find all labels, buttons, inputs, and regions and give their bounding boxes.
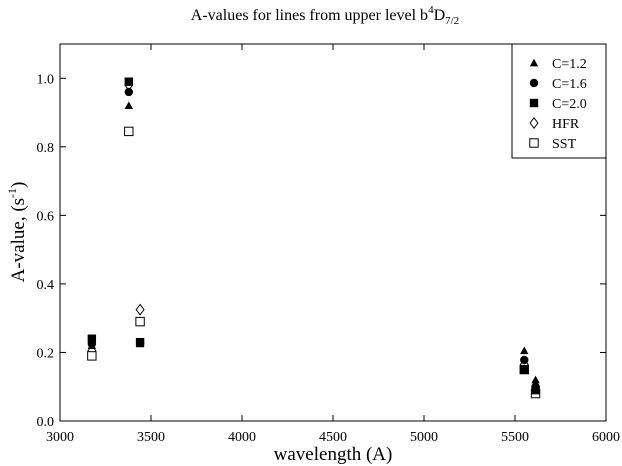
x-tick-label: 5000 <box>410 430 438 445</box>
x-tick-label: 3500 <box>137 430 165 445</box>
data-point-sst <box>135 316 145 327</box>
x-tick-label: 3000 <box>46 430 74 445</box>
data-point-c-1-6 <box>124 87 133 97</box>
data-point-c-2-0 <box>135 337 145 347</box>
legend-label: C=1.6 <box>552 77 587 92</box>
data-point-sst <box>87 351 97 361</box>
chart-title-sub: 7/2 <box>445 15 459 27</box>
y-tick-label: 0.2 <box>37 346 55 361</box>
data-point-sst <box>124 126 134 137</box>
y-tick-label: 0.4 <box>37 278 55 293</box>
data-point-c-2-0 <box>520 365 529 374</box>
y-tick-label: 0.0 <box>37 415 55 430</box>
legend-marker-sst <box>529 138 539 148</box>
x-tick-label: 5500 <box>501 430 529 445</box>
legend-label: C=2.0 <box>552 97 587 112</box>
legend-marker-c-1-6 <box>529 78 539 88</box>
data-point-c-2-0 <box>124 77 133 86</box>
data-point-c-2-0 <box>87 334 97 343</box>
legend-marker-hfr <box>529 116 539 130</box>
legend-label: SST <box>552 137 577 152</box>
data-point-hfr <box>135 303 145 316</box>
x-tick-label: 6000 <box>592 430 620 445</box>
data-point-c-2-0 <box>531 385 540 395</box>
chart-title: A-values for lines from upper level b4D7… <box>191 4 459 27</box>
y-axis-label: A-value, (s-1) <box>5 182 29 283</box>
y-axis-label-sup: -1 <box>5 188 19 198</box>
chart-title-prefix: A-values for lines from upper level b <box>191 7 428 24</box>
legend-box <box>511 43 607 159</box>
y-tick-label: 1.0 <box>37 72 55 87</box>
y-tick-label: 0.6 <box>37 209 55 224</box>
legend-label: HFR <box>552 117 580 132</box>
chart-title-sup: 4 <box>428 4 434 16</box>
x-axis-label: wavelength (A) <box>274 444 393 465</box>
data-point-c-1-2 <box>531 375 540 384</box>
legend-label: C=1.2 <box>552 57 587 72</box>
data-point-c-1-6 <box>520 355 529 365</box>
y-axis-label-prefix: A-value, (s <box>8 198 29 282</box>
data-point-c-1-2 <box>520 346 529 355</box>
x-tick-label: 4000 <box>228 430 256 445</box>
legend-marker-c-1-2 <box>529 58 539 67</box>
y-tick-label: 0.8 <box>37 141 55 156</box>
x-tick-label: 4500 <box>319 430 347 445</box>
y-axis-label-suffix: ) <box>8 182 29 188</box>
legend-marker-c-2-0 <box>529 98 539 108</box>
data-point-c-1-2 <box>124 101 133 110</box>
chart-title-main: D <box>434 7 446 24</box>
